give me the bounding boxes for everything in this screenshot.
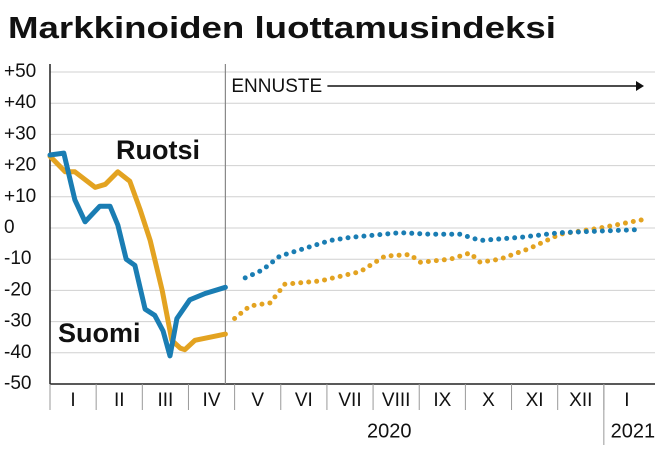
- x-tick-label: IX: [433, 390, 451, 411]
- grid: [49, 64, 655, 445]
- y-tick-label: -50: [4, 373, 31, 394]
- year-label: 2021: [611, 420, 656, 442]
- x-tick-label: VII: [338, 390, 361, 411]
- chart-title: Markkinoiden luottamusindeksi: [8, 10, 556, 45]
- series-label: Suomi: [58, 318, 141, 348]
- marks: [47, 150, 651, 359]
- x-tick-label: II: [114, 390, 125, 411]
- y-tick-label: -30: [4, 311, 31, 332]
- series-label: Ruotsi: [116, 135, 200, 165]
- x-tick-label: XII: [569, 390, 592, 411]
- x-tick-label: VI: [295, 390, 313, 411]
- x-tick-label: X: [482, 390, 495, 411]
- x-tick-label: III: [157, 390, 173, 411]
- x-tick-label: I: [70, 390, 75, 411]
- y-tick-label: 0: [4, 217, 15, 238]
- y-tick-label: +10: [4, 186, 36, 207]
- line-forecast: [232, 216, 651, 321]
- x-tick-label: IV: [203, 390, 221, 411]
- forecast-label: ENNUSTE: [231, 76, 322, 97]
- line-actual: [47, 150, 228, 359]
- y-tick-label: +20: [4, 155, 36, 176]
- y-tick-label: -20: [4, 279, 31, 300]
- year-label: 2020: [367, 420, 412, 442]
- x-tick-label: V: [251, 390, 264, 411]
- y-tick-label: -10: [4, 248, 31, 269]
- line-forecast: [242, 227, 643, 281]
- x-tick-label: I: [624, 390, 629, 411]
- y-tick-label: +30: [4, 123, 36, 144]
- x-tick-label: XI: [526, 390, 544, 411]
- line-actual: [47, 153, 228, 353]
- y-tick-label: +50: [4, 61, 36, 82]
- y-tick-label: +40: [4, 92, 36, 113]
- forecast-arrowhead: [636, 81, 644, 91]
- y-tick-label: -40: [4, 342, 31, 363]
- x-tick-label: VIII: [382, 390, 411, 411]
